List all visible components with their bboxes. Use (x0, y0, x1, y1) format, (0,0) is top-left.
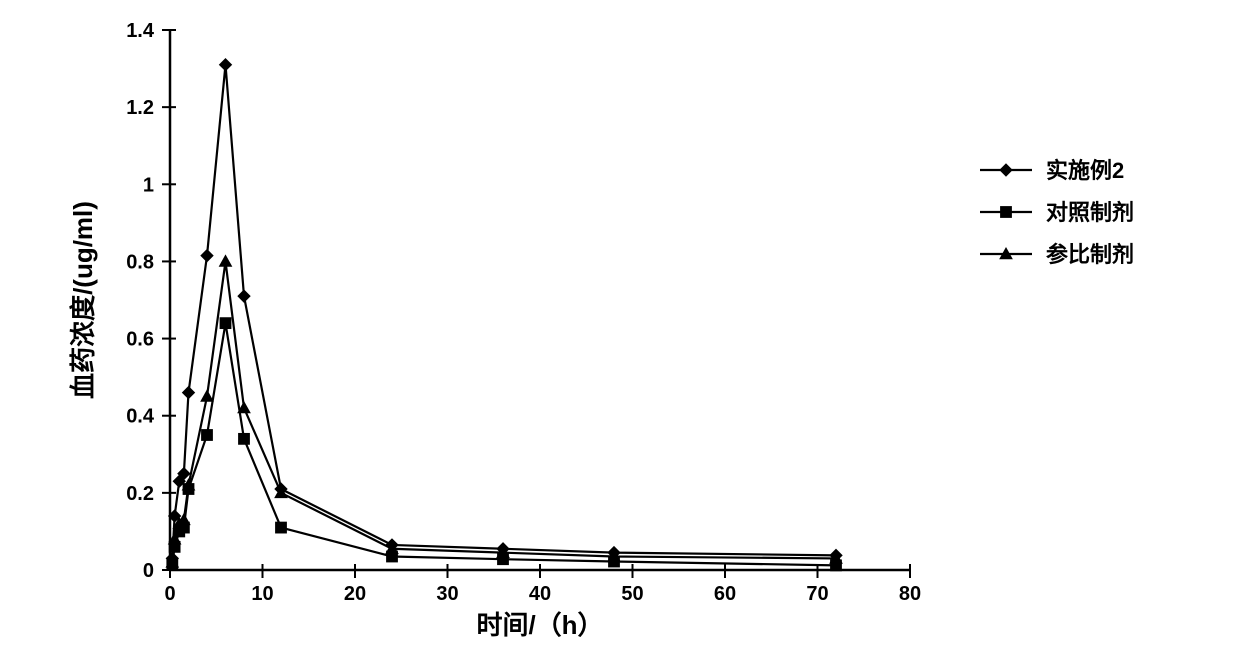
x-tick-label: 40 (529, 583, 551, 605)
series-实施例2 (166, 59, 842, 565)
x-tick-label: 70 (806, 583, 828, 605)
x-tick-label: 80 (899, 583, 921, 605)
x-tick-label: 60 (714, 583, 736, 605)
y-tick-label: 0.4 (126, 406, 155, 428)
legend: 实施例2 对照制剂参比制剂 (980, 158, 1134, 267)
x-tick-label: 50 (621, 583, 643, 605)
y-tick-label: 0.8 (126, 251, 154, 273)
pk-line-chart: 0 10 20 30 40 50 60 70 80 0 0.2 0.4 0.6 0.8 1 1.2 1.4 时间/… (50, 10, 1190, 660)
chart-svg: 0 10 20 30 40 50 60 70 80 0 0.2 0.4 0.6 0.8 1 1.2 1.4 时间/… (50, 10, 1190, 660)
legend-label: 参比制剂 (1046, 242, 1134, 267)
series-参比制剂 (166, 255, 842, 567)
y-tick-label: 1.4 (126, 20, 155, 42)
x-tick-label: 20 (344, 583, 366, 605)
x-tick-label: 0 (164, 583, 175, 605)
legend-label: 对照制剂 (1046, 200, 1134, 225)
legend-label: 实施例2 (1046, 158, 1124, 183)
x-tick-label: 10 (251, 583, 273, 605)
y-axis-label: 血药浓度/(ug/ml) (68, 201, 98, 399)
x-axis-label: 时间/（h） (476, 610, 603, 640)
y-tick-label: 0.6 (126, 329, 154, 351)
y-tick-label: 0.2 (126, 483, 154, 505)
y-tick-label: 1.2 (126, 97, 154, 119)
y-tick-label: 1 (143, 174, 154, 196)
y-tick-label: 0 (143, 560, 154, 582)
series-对照制剂 (167, 318, 841, 571)
x-tick-label: 30 (436, 583, 458, 605)
